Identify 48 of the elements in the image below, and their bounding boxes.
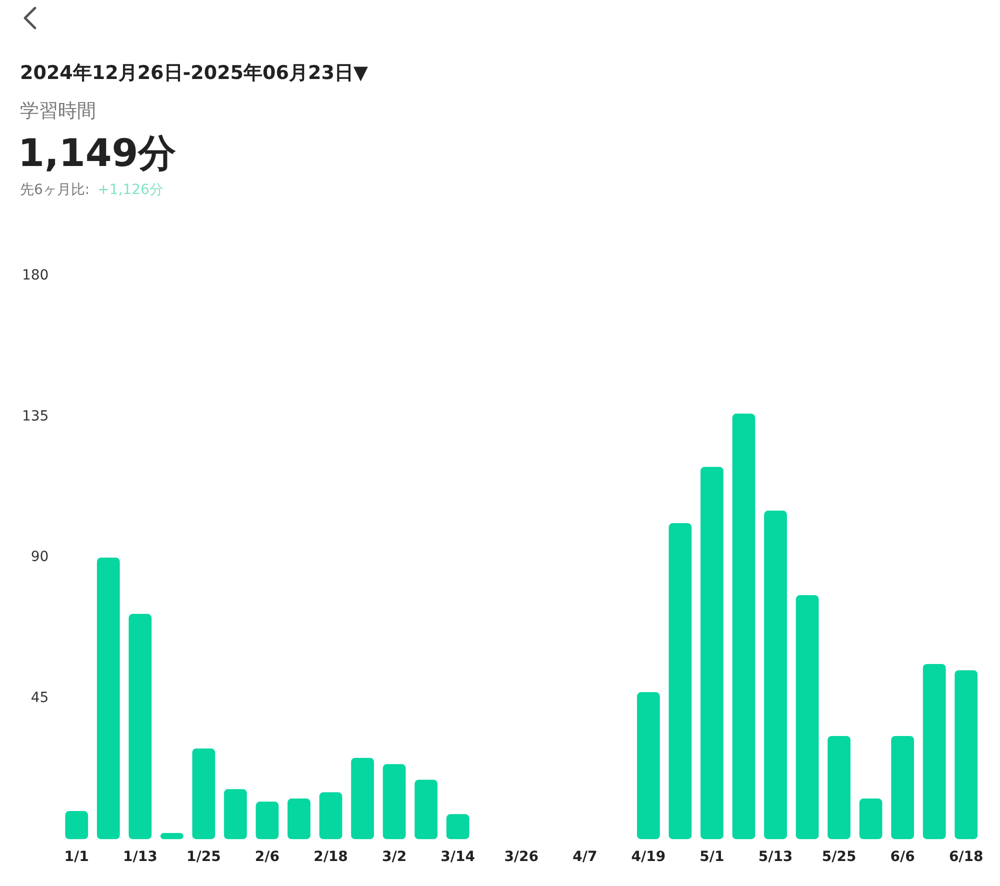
x-tick-label: 4/19: [631, 849, 666, 866]
bar: [446, 814, 470, 840]
bar: [288, 798, 310, 840]
bar: [859, 798, 882, 840]
bar: [636, 692, 660, 840]
bar: [96, 558, 120, 840]
text: +1,126分: [98, 182, 164, 198]
bar: [732, 414, 756, 840]
bar: [764, 510, 787, 840]
bar: [891, 736, 914, 840]
y-tick-label: 45: [30, 690, 49, 706]
bar: [668, 523, 692, 840]
x-tick-label: 3/2: [382, 849, 407, 866]
bar: [160, 832, 184, 840]
x-tick-label: 5/13: [758, 849, 793, 866]
bar: [414, 780, 438, 840]
bar: [796, 595, 819, 840]
text: 先6ヶ月比:: [20, 182, 90, 198]
bar: [700, 466, 724, 840]
x-tick-label: 3/26: [504, 849, 539, 866]
y-tick-label: 90: [30, 549, 49, 566]
x-tick-label: 3/14: [440, 849, 476, 866]
text: 1,149分: [18, 130, 176, 177]
x-tick-label: 1/25: [186, 849, 221, 866]
chart-subtitle: 2024年12月26日-2025年06月23日▼: [20, 61, 368, 86]
bar: [351, 758, 374, 840]
bar: [192, 748, 216, 840]
x-tick-label: 6/18: [948, 849, 984, 866]
x-tick-label: 1/13: [122, 849, 158, 866]
bar: [128, 614, 152, 840]
x-tick-label: 5/1: [700, 849, 724, 866]
x-tick-label: 4/7: [572, 849, 598, 866]
bar: [319, 792, 342, 840]
x-tick-label: 2/18: [314, 849, 348, 866]
bar: [382, 764, 406, 840]
y-tick-label: 180: [22, 268, 49, 284]
bar: [922, 664, 946, 840]
x-tick-label: 6/6: [890, 849, 915, 866]
bar: [954, 670, 978, 840]
x-tick-label: 5/25: [822, 849, 856, 866]
bar: [828, 736, 850, 840]
bar: [65, 811, 88, 840]
text: 学習時間: [20, 99, 96, 124]
x-tick-label: 1/1: [64, 849, 89, 866]
bar: [224, 789, 247, 840]
bar: [256, 802, 279, 840]
x-tick-label: 2/6: [254, 849, 280, 866]
y-tick-label: 135: [22, 408, 49, 424]
